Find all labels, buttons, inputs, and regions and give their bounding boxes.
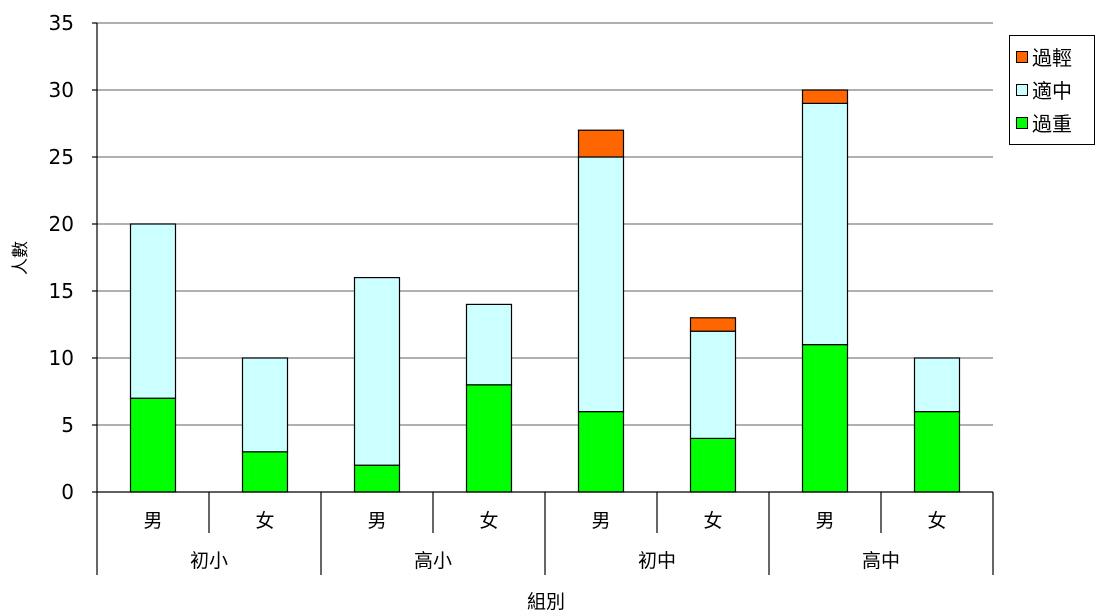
bar-segment <box>801 344 849 493</box>
bars <box>129 89 961 493</box>
y-tick-label: 20 <box>49 212 74 236</box>
x-sub-label: 男 <box>591 510 610 532</box>
legend: 過輕 適中 過重 <box>1009 35 1095 145</box>
y-tick-label: 30 <box>49 78 74 102</box>
bar-segment <box>913 357 961 413</box>
x-group-label: 高小 <box>414 550 452 572</box>
x-axis-label: 組別 <box>527 591 565 613</box>
x-category-labels: 男 女 男 女 男 女 男 女初小 高小 初中 高中 <box>143 510 946 572</box>
x-sub-label: 女 <box>703 510 722 532</box>
legend-item: 過重 <box>1016 106 1094 139</box>
bar-segment <box>577 411 625 493</box>
bar-segment <box>465 384 513 493</box>
legend-label: 過輕 <box>1032 46 1072 70</box>
y-tick-label: 10 <box>49 346 74 370</box>
y-tick-label: 5 <box>61 413 74 437</box>
y-tick-label: 15 <box>49 279 74 303</box>
bar-segment <box>801 89 849 104</box>
bar-segment <box>577 129 625 158</box>
legend-label: 過重 <box>1032 112 1072 136</box>
bar-segment <box>689 330 737 440</box>
y-tick-label: 35 <box>49 11 74 35</box>
y-tick-label: 25 <box>49 145 74 169</box>
bar-segment <box>689 317 737 332</box>
legend-swatch <box>1016 83 1028 96</box>
y-tick-label: 0 <box>61 480 74 504</box>
bar-segment <box>241 451 289 493</box>
bar-segment <box>241 357 289 453</box>
y-axis-label: 人數 <box>11 241 31 275</box>
gridlines <box>97 22 993 426</box>
x-sub-label: 女 <box>479 510 498 532</box>
x-sub-label: 男 <box>143 510 162 532</box>
y-tick-labels: 0 5 10 15 20 25 30 35 <box>49 11 74 504</box>
bar-segment <box>353 277 401 466</box>
legend-item: 過輕 <box>1016 40 1094 73</box>
x-sub-label: 男 <box>367 510 386 532</box>
x-group-label: 初小 <box>190 550 228 572</box>
bar-segment <box>129 397 177 493</box>
bar-segment <box>689 437 737 493</box>
bar-segment <box>801 102 849 346</box>
bar-segment <box>353 464 401 493</box>
legend-swatch <box>1016 116 1028 129</box>
legend-item: 適中 <box>1016 73 1094 106</box>
bar-segment <box>465 303 513 386</box>
x-sub-label: 女 <box>255 510 274 532</box>
bar-segment <box>129 223 177 399</box>
bar-segment <box>913 411 961 493</box>
bar-segment <box>577 156 625 413</box>
axes <box>92 22 994 575</box>
x-sub-label: 男 <box>815 510 834 532</box>
legend-label: 適中 <box>1032 79 1072 103</box>
x-group-label: 高中 <box>862 550 900 572</box>
x-group-label: 初中 <box>638 550 676 572</box>
legend-swatch <box>1016 50 1028 63</box>
x-sub-label: 女 <box>927 510 946 532</box>
